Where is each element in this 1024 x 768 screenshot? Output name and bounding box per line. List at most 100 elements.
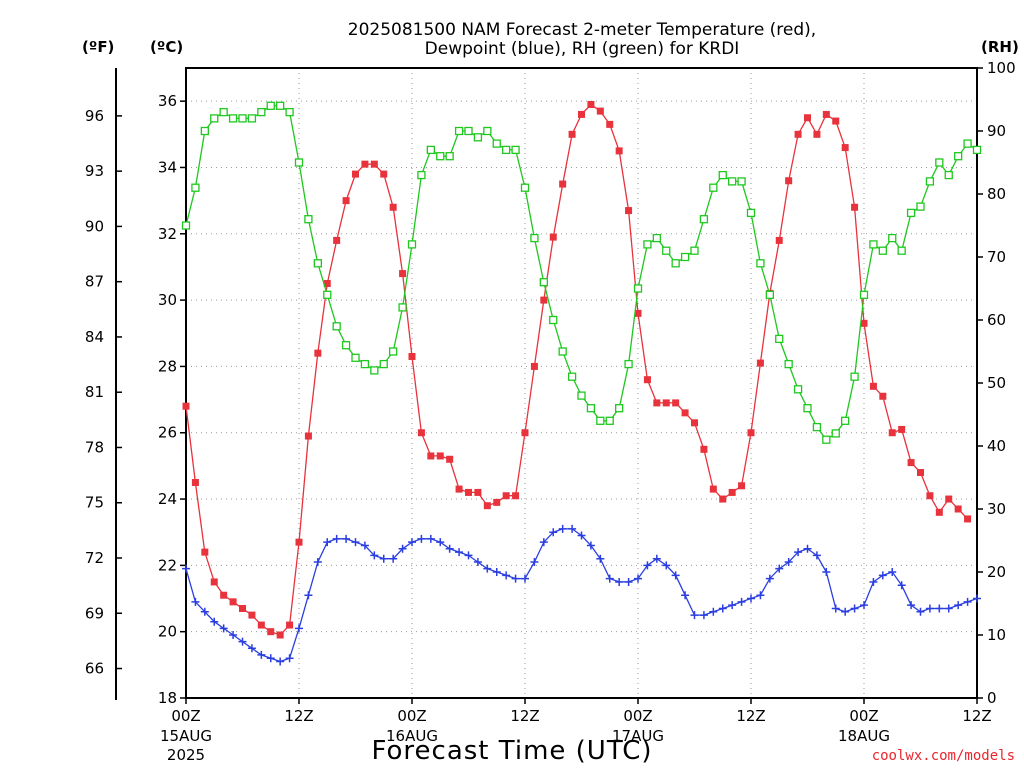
temperature-point [738,482,746,490]
temperature-point [568,130,576,138]
date-tick-label: 15AUG [160,727,212,745]
dewpoint-point [351,538,360,547]
celsius-tick-label: 26 [158,424,177,442]
temperature-point [700,445,708,453]
dewpoint-point [313,558,322,567]
rh-point [304,215,313,224]
temperature-point [257,621,265,629]
dewpoint-point [841,607,850,616]
rh-point [643,240,652,249]
dewpoint-point [784,558,793,567]
rh-point [878,246,887,255]
celsius-tick-label: 24 [158,490,177,508]
rh-point [191,183,200,192]
rh-point [445,152,454,161]
fahrenheit-tick-label: 66 [85,660,104,678]
rh-point [935,158,944,167]
temperature-point [860,319,868,327]
rh-line [185,105,978,441]
rh-unit-label: (RH) [981,38,1019,56]
rh-tick-label: 10 [987,626,1006,644]
temperature-point [361,160,369,168]
rh-point [351,353,360,362]
gridlines [186,68,977,698]
dewpoint-point [304,591,313,600]
rh-point [586,404,596,413]
fahrenheit-tick-label: 78 [85,438,104,456]
dewpoint-point [295,624,303,633]
rh-point [360,359,370,369]
dewpoint-point [596,554,605,563]
temperature-point [220,591,228,599]
rh-point [454,126,464,136]
dewpoint-point [464,551,473,560]
dewpoint-point [247,644,256,653]
temperature-point [587,100,595,108]
temperature-point [681,409,689,417]
rh-point [709,183,718,192]
fahrenheit-tick-label: 93 [85,162,104,180]
dewpoint-point [916,607,925,616]
rh-point [746,208,756,218]
temperature-point [879,392,887,400]
rh-tick-label: 70 [987,248,1006,266]
celsius-unit-label: (ºC) [150,38,183,56]
dewpoint-point [831,604,840,613]
rh-point [859,290,869,299]
dewpoint-point [577,531,586,540]
temperature-point [832,117,840,125]
celsius-tick-label: 32 [158,225,177,243]
fahrenheit-tick-label: 87 [85,273,104,291]
temperature-point [465,488,472,496]
dewpoint-point [342,534,351,543]
rh-point [765,290,774,299]
temperature-point [662,399,670,407]
dewpoint-point [794,548,803,557]
dewpoint-point [756,591,765,600]
rh-point [294,158,304,167]
temperature-point [747,429,755,437]
temperature-point [427,452,435,460]
temperature-point [295,538,303,546]
temperature-point [380,170,388,178]
rh-point [680,252,690,262]
temperature-point [304,432,312,440]
rh-point [596,416,605,425]
temperature-point [229,598,237,606]
temperature-point [549,233,557,241]
temperature-point [191,478,199,486]
rh-point [869,240,878,249]
dewpoint-point [888,568,897,576]
dewpoint-point [728,601,737,610]
celsius-axis: 18 20 22 24 26 28 30 32 34 36 [158,92,186,707]
rh-point [464,126,473,136]
rh-tick-label: 40 [987,437,1006,455]
dewpoint-point [257,650,266,659]
rh-point [850,372,859,381]
temperature-point [483,502,491,510]
temperature-point [333,236,341,244]
dewpoint-point [389,554,398,563]
rh-point [247,114,257,123]
dewpoint-point [681,591,690,600]
fahrenheit-tick-label: 96 [85,107,104,125]
fahrenheit-tick-label: 84 [85,328,104,346]
temperature-point [512,492,520,500]
rh-axis: 0 10 20 30 40 50 60 70 80 90 100 [977,59,1016,707]
date-tick-label: 17AUG [612,727,664,745]
dewpoint-point [963,597,972,606]
dewpoint-point [276,657,285,666]
temperature-point [917,469,924,477]
dewpoint-point [775,564,784,573]
temperature-point [625,207,633,215]
rh-point [605,416,614,425]
rh-point [897,246,906,255]
dewpoint-point [709,607,718,616]
time-tick-label: 00Z [623,707,652,725]
temperature-point [342,197,350,205]
temperature-line [185,103,969,636]
temperature-point [286,621,294,629]
series-rh [181,101,982,444]
time-tick-label: 00Z [849,707,878,725]
temperature-point [653,399,661,407]
